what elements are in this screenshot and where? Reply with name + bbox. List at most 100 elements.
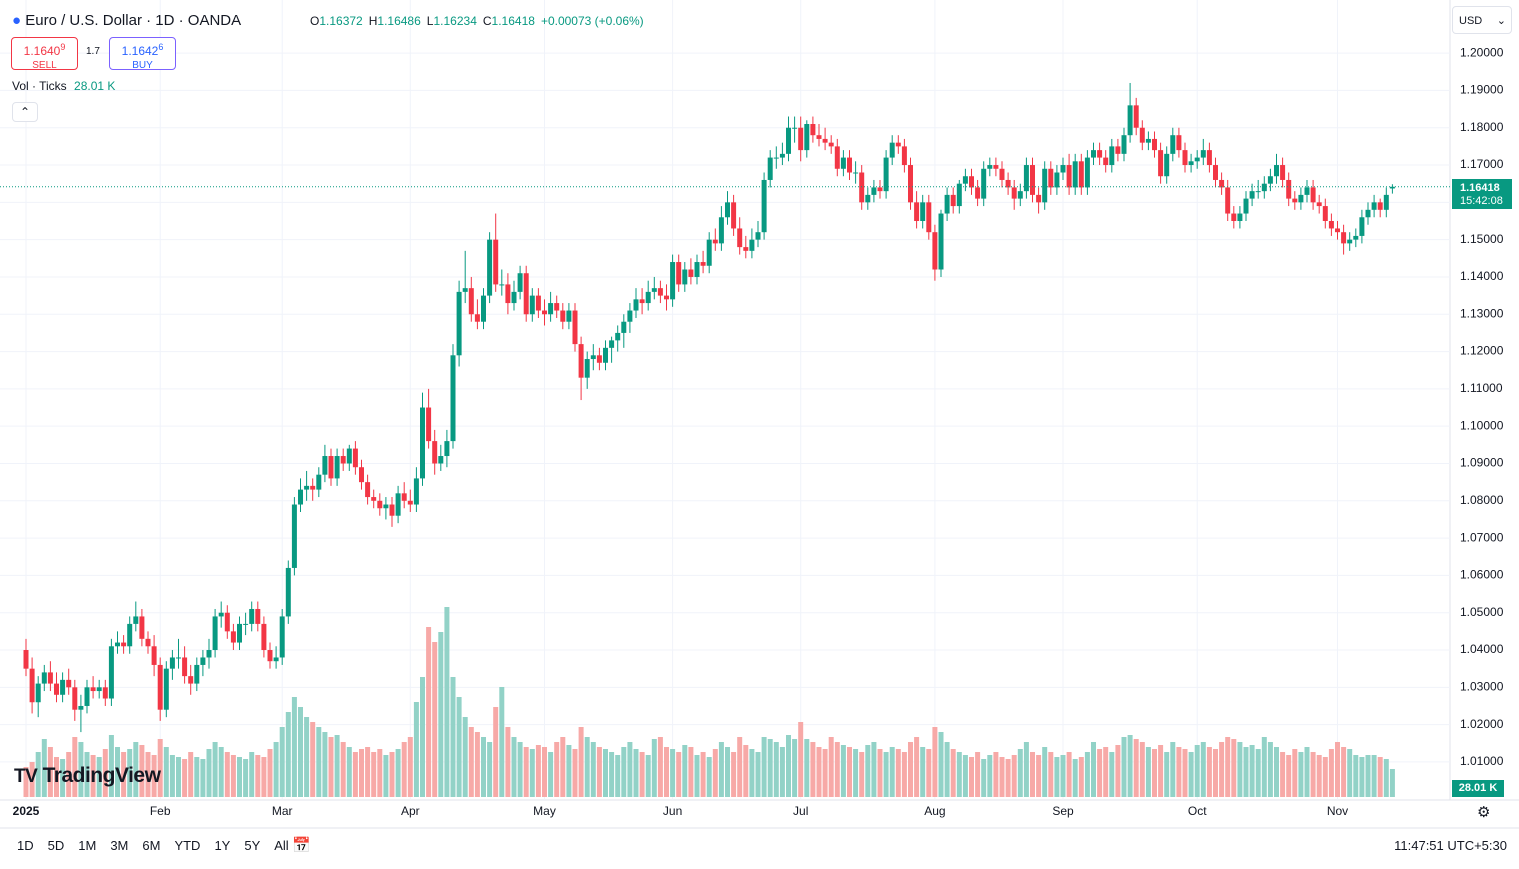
- candle-body: [1389, 186, 1395, 189]
- candle-body: [194, 664, 200, 684]
- volume-bar: [1347, 749, 1353, 797]
- range-button[interactable]: YTD: [174, 838, 201, 853]
- range-button[interactable]: 1M: [78, 838, 97, 853]
- candle-body: [426, 407, 432, 442]
- candle-body: [273, 657, 279, 662]
- volume-bar: [664, 747, 669, 797]
- ohlc-legend: O1.16372 H1.16486 L1.16234 C1.16418 +0.00073…: [310, 14, 644, 28]
- candle-body: [1267, 176, 1273, 184]
- candle-body: [1188, 161, 1194, 166]
- volume-bar: [1353, 755, 1359, 797]
- candle-body: [1152, 138, 1157, 151]
- volume-bar: [145, 752, 151, 797]
- volume-bar: [1206, 747, 1212, 797]
- volume-bar: [121, 752, 127, 797]
- volume-bar: [1091, 742, 1096, 797]
- candle-body: [127, 623, 133, 647]
- candle-body: [359, 467, 364, 483]
- spread: 1.7: [86, 46, 100, 57]
- volume-bar: [1152, 749, 1157, 797]
- range-button[interactable]: All: [274, 838, 289, 853]
- volume-value: 28.01 K: [74, 79, 116, 93]
- range-button[interactable]: 3M: [110, 838, 129, 853]
- volume-bar: [743, 745, 749, 797]
- candle-body: [554, 303, 560, 311]
- volume-bar: [96, 757, 102, 797]
- candle-body: [511, 291, 517, 304]
- volume-bar: [481, 737, 486, 797]
- candle-body: [657, 288, 663, 296]
- candle-body: [517, 273, 523, 292]
- candle-body: [163, 668, 169, 710]
- volume-bar: [767, 739, 773, 797]
- volume-bar: [798, 722, 804, 797]
- volume-bar: [54, 757, 59, 797]
- candle-body: [1084, 157, 1090, 188]
- candle-body: [1091, 150, 1096, 158]
- candle-body: [279, 616, 285, 658]
- candle-body: [1261, 183, 1267, 192]
- volume-bar: [237, 757, 242, 797]
- x-tick-label: Jul: [793, 804, 808, 818]
- candle-body: [84, 687, 90, 706]
- candle-body: [1011, 187, 1017, 199]
- sell-button[interactable]: 1.16409 SELL: [11, 37, 78, 71]
- volume-bar: [779, 747, 785, 797]
- volume-bar: [78, 742, 84, 797]
- volume-bar: [944, 742, 950, 797]
- volume-bar: [1133, 739, 1139, 797]
- volume-bar: [786, 735, 791, 797]
- x-tick-label: 2025: [13, 804, 40, 818]
- volume-bar: [1072, 759, 1078, 797]
- range-button[interactable]: 6M: [142, 838, 161, 853]
- volume-bar: [304, 717, 310, 797]
- volume-bar: [1017, 749, 1023, 797]
- volume-bar: [1219, 742, 1225, 797]
- volume-bar: [840, 745, 846, 797]
- buy-button[interactable]: 1.16426 BUY: [109, 37, 176, 71]
- candle-body: [1225, 187, 1231, 214]
- volume-bar: [462, 717, 468, 797]
- volume-bar: [871, 742, 877, 797]
- candle-body: [90, 687, 96, 692]
- candle-body: [859, 172, 865, 203]
- range-button[interactable]: 5D: [47, 838, 65, 853]
- candle-body: [243, 623, 249, 625]
- volume-bar: [1274, 747, 1279, 797]
- range-button[interactable]: 5Y: [244, 838, 261, 853]
- range-button[interactable]: 1D: [17, 838, 34, 853]
- candle-body: [474, 314, 480, 322]
- volume-bar: [1377, 757, 1383, 797]
- currency-select[interactable]: USD ⌄: [1452, 6, 1512, 34]
- y-tick-label: 1.06000: [1460, 568, 1504, 582]
- volume-bar: [725, 747, 730, 797]
- settings-icon[interactable]: ⚙: [1477, 804, 1491, 821]
- collapse-button[interactable]: ⌃: [12, 102, 38, 122]
- candle-body: [786, 127, 791, 154]
- candle-body: [670, 262, 676, 300]
- candle-body: [639, 299, 645, 304]
- candle-body: [188, 676, 194, 684]
- candle-body: [609, 340, 615, 348]
- candle-body: [694, 262, 700, 277]
- quote-value: 1.16486: [377, 14, 421, 28]
- volume-bar: [291, 697, 297, 797]
- volume-bar: [450, 677, 456, 797]
- volume-bar: [279, 727, 285, 797]
- candle-body: [950, 194, 956, 207]
- candle-body: [1127, 105, 1133, 136]
- volume-bar: [127, 749, 133, 797]
- candle-body: [792, 127, 798, 129]
- x-tick-label: May: [533, 804, 556, 818]
- candle-body: [1377, 202, 1383, 210]
- volume-bar: [29, 762, 35, 797]
- candle-body: [298, 489, 303, 505]
- candle-body: [603, 347, 608, 363]
- range-button[interactable]: 1Y: [214, 838, 231, 853]
- candle-body: [420, 407, 425, 479]
- currency: USD: [1459, 15, 1483, 27]
- volume-bar: [932, 727, 938, 797]
- date-range-icon[interactable]: 📅: [292, 837, 311, 854]
- y-tick-label: 1.15000: [1460, 232, 1504, 246]
- candle-body: [920, 202, 926, 221]
